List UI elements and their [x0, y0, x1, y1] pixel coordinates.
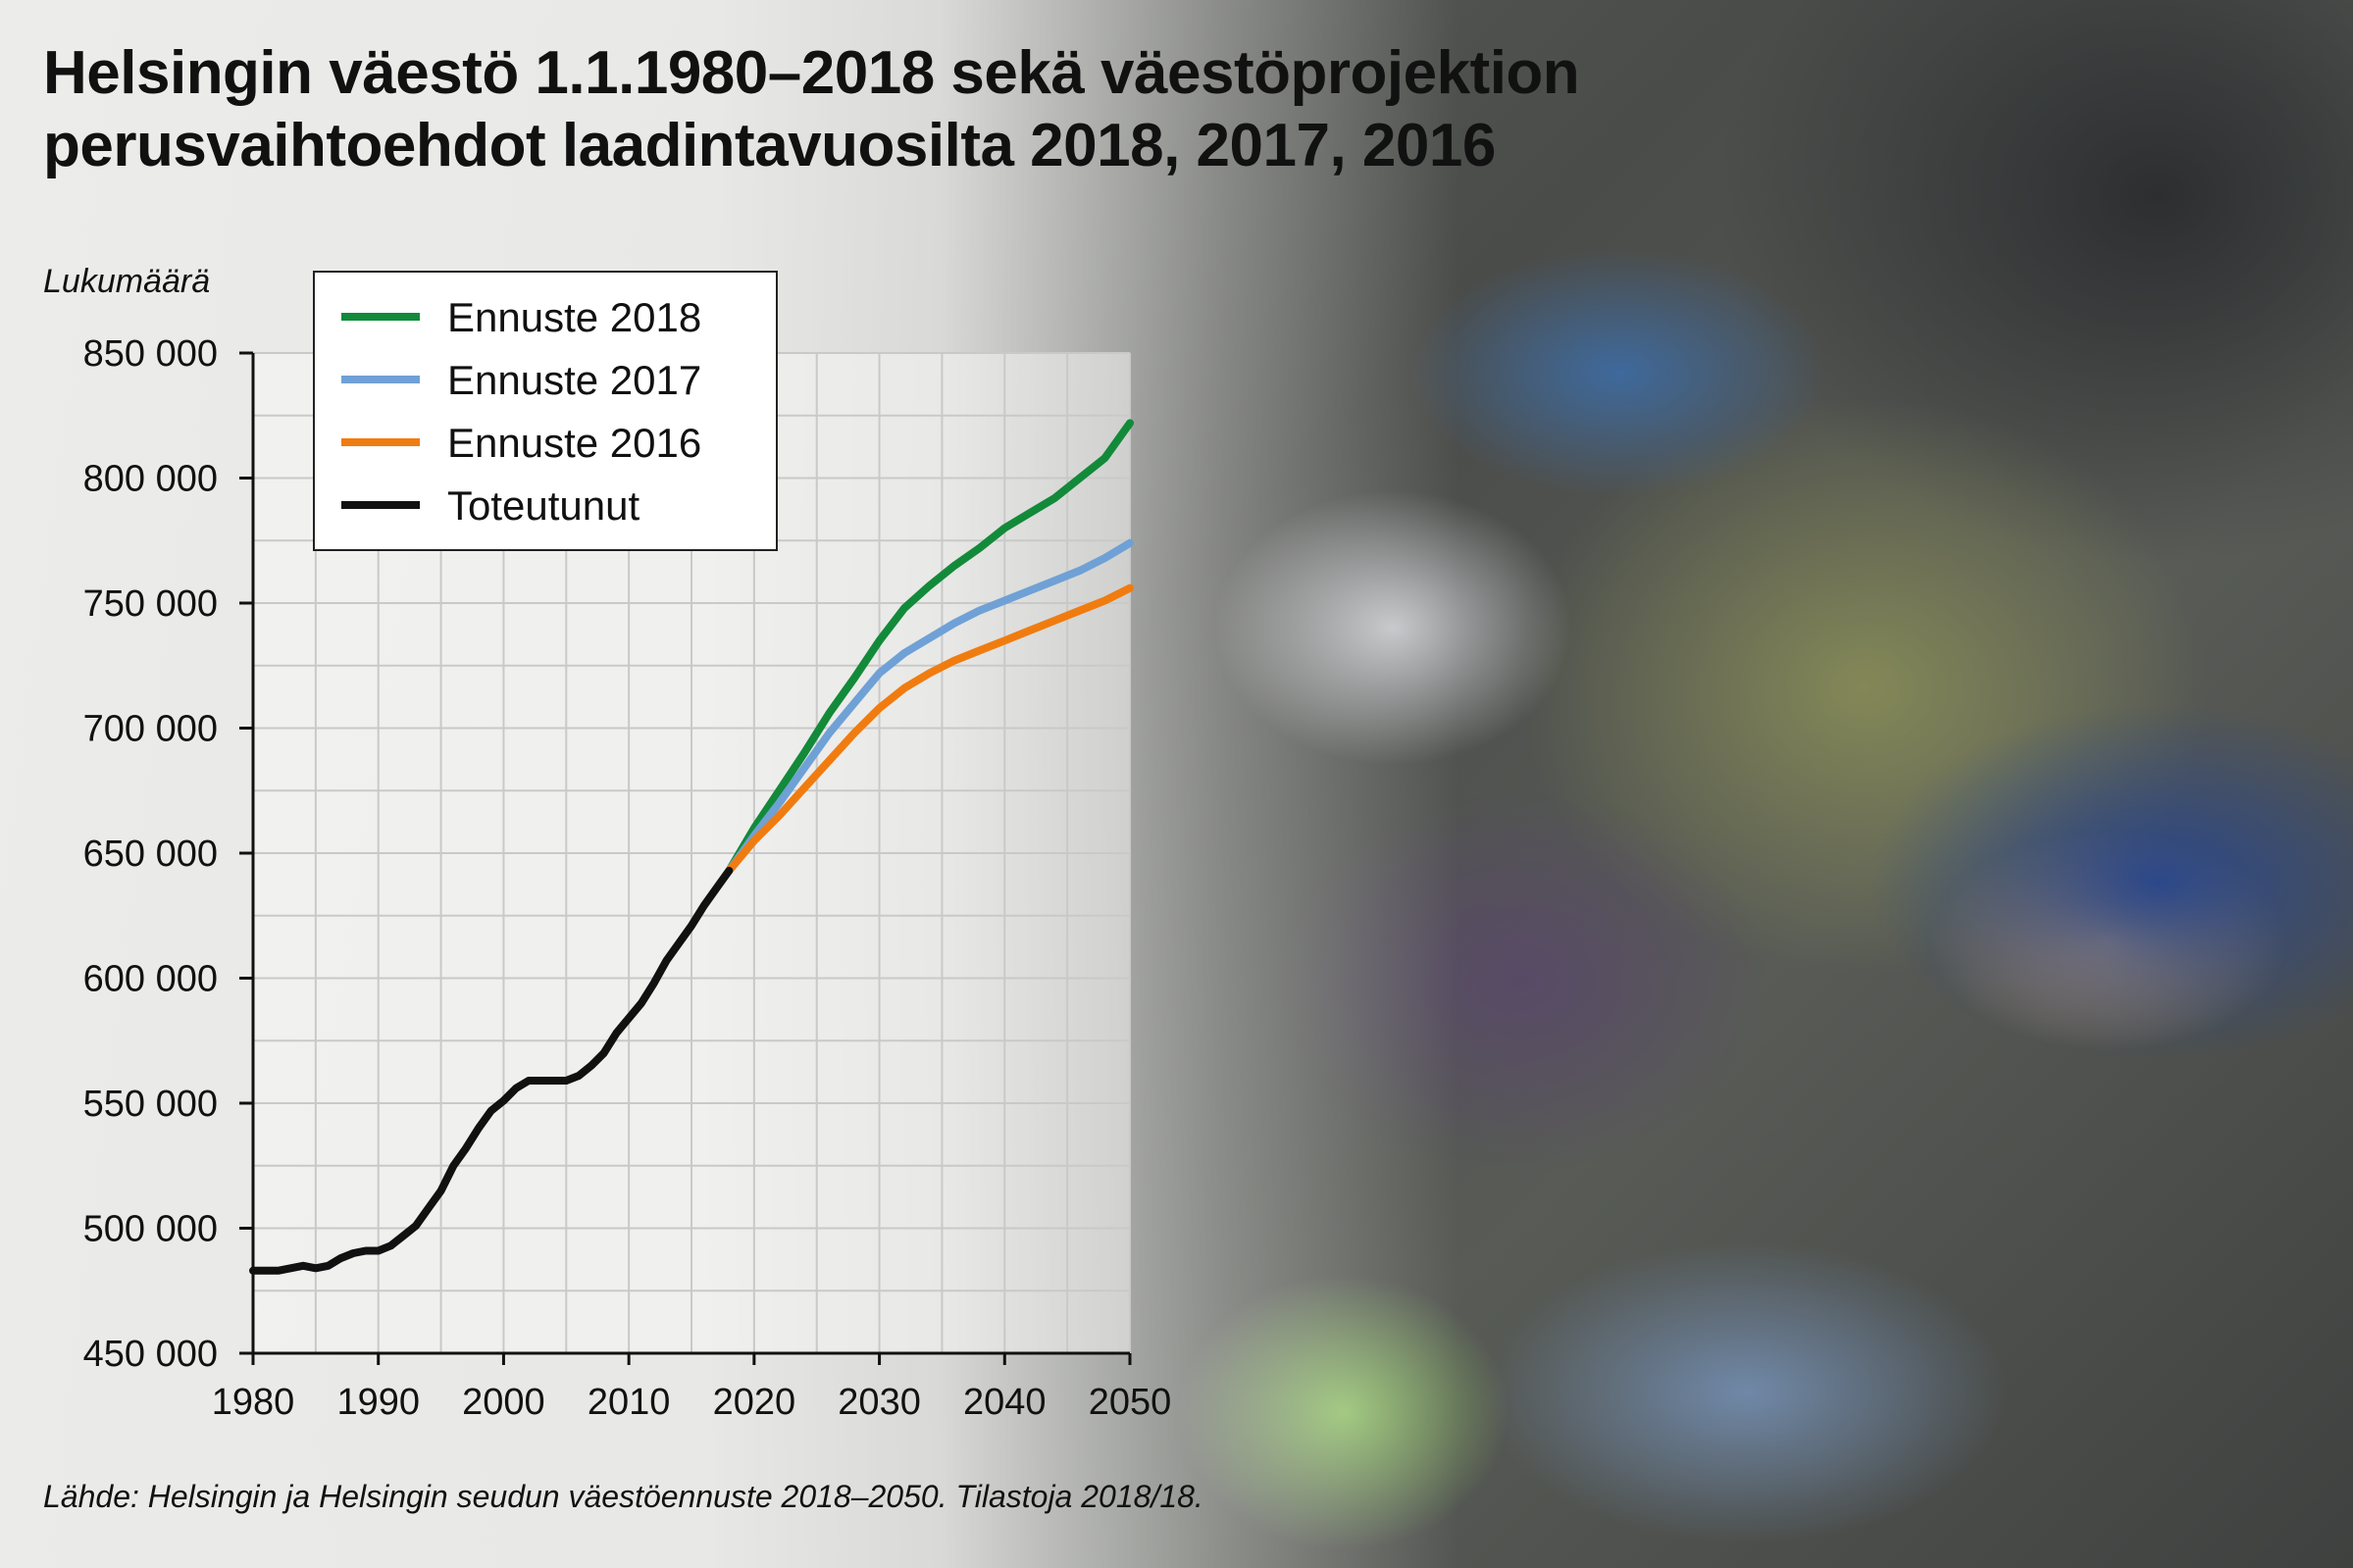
chart-series [249, 419, 1134, 1275]
legend-label: Ennuste 2017 [447, 357, 701, 403]
series-line-ennuste-2017 [725, 538, 1134, 875]
y-tick-label: 500 000 [83, 1209, 218, 1250]
y-tick-label: 800 000 [83, 459, 218, 500]
chart-legend: Ennuste 2018 Ennuste 2017 Ennuste 2016 Tote… [313, 271, 778, 551]
y-tick-label: 450 000 [83, 1334, 218, 1375]
x-tick-label: 2040 [963, 1382, 1047, 1423]
y-tick-label: 550 000 [83, 1084, 218, 1125]
x-tick-label: 2010 [588, 1382, 671, 1423]
chart-axes: 450 000 500 000 550 000 600 000 650 000 700 0… [43, 263, 1171, 1423]
x-tick-label: 1980 [212, 1382, 295, 1423]
x-tick-label: 1990 [336, 1382, 420, 1423]
x-tick-label: 2020 [713, 1382, 796, 1423]
y-tick-label: 650 000 [83, 834, 218, 875]
legend-label: Ennuste 2016 [447, 420, 701, 466]
y-tick-label: 700 000 [83, 709, 218, 750]
legend-label: Toteutunut [447, 482, 639, 529]
y-tick-label: 750 000 [83, 583, 218, 625]
series-line-ennuste-2018 [725, 419, 1134, 875]
y-tick-label: 850 000 [83, 333, 218, 375]
legend-label: Ennuste 2018 [447, 294, 701, 340]
x-tick-label: 2030 [838, 1382, 921, 1423]
title-line-1: Helsingin väestö 1.1.1980–2018 sekä väes… [43, 39, 1580, 107]
y-tick-label: 600 000 [83, 959, 218, 1000]
x-tick-label: 2000 [462, 1382, 545, 1423]
series-line-ennuste-2016 [725, 583, 1134, 875]
chart-title: Helsingin väestö 1.1.1980–2018 sekä väes… [43, 37, 1907, 182]
x-tick-label: 2050 [1089, 1382, 1172, 1423]
series-line-toteutunut [249, 866, 734, 1275]
source-note: Lähde: Helsingin ja Helsingin seudun väe… [43, 1479, 1203, 1514]
title-line-2: perusvaihtoehdot laadintavuosilta 2018, … [43, 112, 1496, 179]
y-axis-title: Lukumäärä [43, 263, 210, 300]
